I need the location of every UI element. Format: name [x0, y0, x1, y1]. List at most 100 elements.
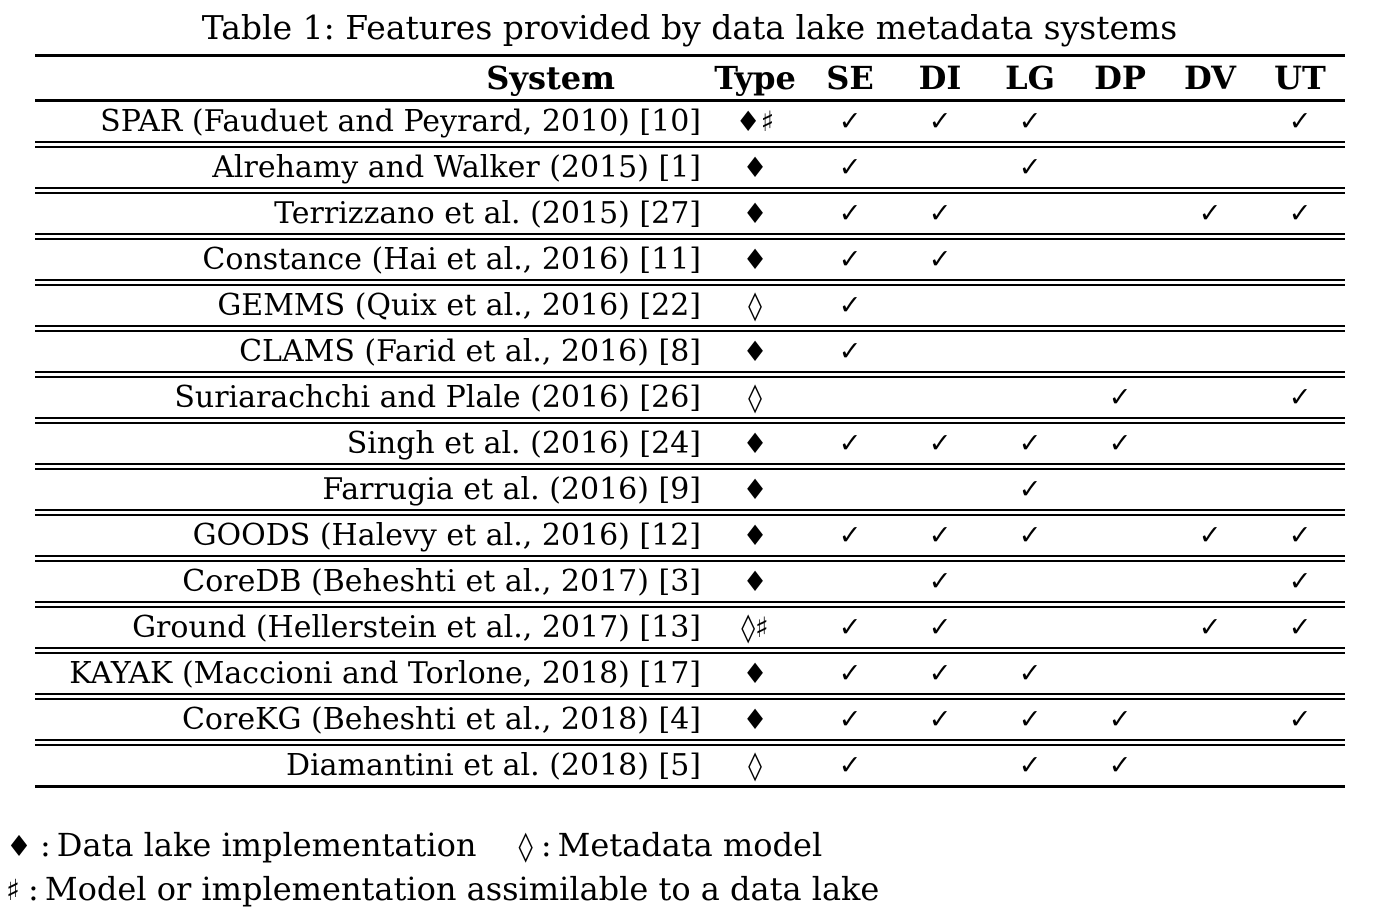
header-row: System Type SE DI LG DP DV UT [35, 55, 1345, 102]
checkmark-icon-di: ✓ [928, 428, 952, 459]
checkmark-icon-dp: ✓ [1108, 704, 1132, 735]
empty-cell-ut [1255, 467, 1345, 513]
checkmark-icon-se: ✓ [838, 336, 862, 367]
checkmark-icon-di: ✓ [928, 704, 952, 735]
features-table: System Type SE DI LG DP DV UT SPAR (Faud… [35, 54, 1345, 788]
empty-cell-lg [985, 191, 1075, 237]
type-symbol-cell: ♦ [742, 657, 768, 690]
legend-colon: : [540, 826, 552, 864]
column-header-type: Type [705, 55, 805, 102]
legend-colon: : [28, 870, 39, 908]
checkmark-icon-se: ✓ [838, 290, 862, 321]
checkmark-icon-ut: ✓ [1288, 704, 1312, 735]
checkmark-icon-di: ✓ [928, 658, 952, 689]
table-row: CLAMS (Farid et al., 2016) [8] ♦ ✓ [35, 328, 1345, 375]
type-symbol-cell: ♦ [742, 197, 768, 230]
table-row: Farrugia et al. (2016) [9] ♦ ✓ [35, 466, 1345, 513]
checkmark-icon-se: ✓ [838, 152, 862, 183]
column-header-lg: LG [985, 55, 1075, 102]
legend-colon: : [40, 826, 51, 864]
empty-cell-lg [985, 605, 1075, 651]
type-symbol-cell: ♦ [742, 335, 768, 368]
empty-cell-dp [1075, 605, 1165, 651]
empty-cell-dp [1075, 651, 1165, 697]
empty-cell-lg [985, 329, 1075, 375]
checkmark-icon-dv: ✓ [1198, 198, 1222, 229]
empty-cell-dv [1165, 237, 1255, 283]
empty-cell-lg [985, 559, 1075, 605]
type-symbol-cell: ♦ [742, 703, 768, 736]
checkmark-icon-se: ✓ [838, 750, 862, 781]
legend-item: ♯: Model or implementation assimilable to… [6, 870, 879, 908]
table-row: Suriarachchi and Plale (2016) [26] ◊ ✓ ✓ [35, 374, 1345, 421]
table-row: Diamantini et al. (2018) [5] ◊ ✓ ✓ ✓ [35, 742, 1345, 787]
column-header-se: SE [805, 55, 895, 102]
empty-cell-dp [1075, 329, 1165, 375]
empty-cell-se [805, 375, 895, 421]
checkmark-icon-lg: ✓ [1018, 750, 1042, 781]
checkmark-icon-se: ✓ [838, 428, 862, 459]
legend: ♦: Data lake implementation ◊: Metadata mod… [6, 824, 1379, 912]
system-cell: Singh et al. (2016) [24] [346, 426, 701, 461]
empty-cell-se [805, 467, 895, 513]
system-cell: GOODS (Halevy et al., 2016) [12] [192, 518, 701, 553]
system-cell: Farrugia et al. (2016) [9] [322, 472, 701, 507]
checkmark-icon-di: ✓ [928, 198, 952, 229]
empty-cell-dp [1075, 101, 1165, 145]
system-cell: KAYAK (Maccioni and Torlone, 2018) [17] [69, 656, 701, 691]
legend-text: Metadata model [557, 826, 823, 864]
checkmark-icon-di: ✓ [928, 612, 952, 643]
empty-cell-dv [1165, 145, 1255, 191]
checkmark-icon-ut: ✓ [1288, 106, 1312, 137]
legend-item: ♦: Data lake implementation [6, 826, 476, 864]
system-cell: GEMMS (Quix et al., 2016) [22] [217, 288, 701, 323]
table-row: Singh et al. (2016) [24] ♦ ✓ ✓ ✓ ✓ [35, 420, 1345, 467]
checkmark-icon-se: ✓ [838, 106, 862, 137]
empty-cell-ut [1255, 145, 1345, 191]
checkmark-icon-lg: ✓ [1018, 658, 1042, 689]
system-cell: SPAR (Fauduet and Peyrard, 2010) [10] [100, 104, 701, 139]
type-symbol-cell: ◊ [748, 381, 762, 414]
empty-cell-dv [1165, 651, 1255, 697]
empty-cell-lg [985, 237, 1075, 283]
empty-cell-dv [1165, 421, 1255, 467]
type-symbol-cell: ♦ [742, 519, 768, 552]
checkmark-icon-se: ✓ [838, 198, 862, 229]
table-caption: Table 1: Features provided by data lake … [201, 8, 1178, 47]
table-row: GOODS (Halevy et al., 2016) [12] ♦ ✓ ✓ ✓ ✓ ✓ [35, 512, 1345, 559]
empty-cell-se [805, 559, 895, 605]
checkmark-icon-lg: ✓ [1018, 428, 1042, 459]
empty-cell-dv [1165, 329, 1255, 375]
system-cell: CoreKG (Beheshti et al., 2018) [4] [181, 702, 701, 737]
type-symbol-cell: ♦♯ [735, 105, 775, 138]
legend-line-1: ♦: Data lake implementation ◊: Metadata mod… [6, 824, 1379, 868]
checkmark-icon-lg: ✓ [1018, 520, 1042, 551]
empty-cell-dp [1075, 467, 1165, 513]
column-header-dv: DV [1165, 55, 1255, 102]
empty-cell-dp [1075, 513, 1165, 559]
checkmark-icon-lg: ✓ [1018, 152, 1042, 183]
empty-cell-dv [1165, 101, 1255, 145]
table-header: System Type SE DI LG DP DV UT [35, 55, 1345, 102]
table-row: Terrizzano et al. (2015) [27] ♦ ✓ ✓ ✓ ✓ [35, 190, 1345, 237]
type-symbol-cell: ♦ [742, 243, 768, 276]
system-cell: Suriarachchi and Plale (2016) [26] [174, 380, 701, 415]
empty-cell-ut [1255, 329, 1345, 375]
checkmark-icon-ut: ✓ [1288, 520, 1312, 551]
empty-cell-di [895, 145, 985, 191]
table-row: Ground (Hellerstein et al., 2017) [13] ◊♯… [35, 604, 1345, 651]
checkmark-icon-se: ✓ [838, 704, 862, 735]
empty-cell-dv [1165, 743, 1255, 787]
table-row: KAYAK (Maccioni and Torlone, 2018) [17] ♦… [35, 650, 1345, 697]
table-row: CoreKG (Beheshti et al., 2018) [4] ♦ ✓ ✓ ✓ ✓ ✓ [35, 696, 1345, 743]
checkmark-icon-se: ✓ [838, 244, 862, 275]
system-cell: CLAMS (Farid et al., 2016) [8] [239, 334, 701, 369]
type-symbol-cell: ◊♯ [741, 611, 769, 644]
column-header-di: DI [895, 55, 985, 102]
legend-item: ◊: Metadata model [518, 826, 822, 864]
type-symbol-cell: ♦ [742, 151, 768, 184]
type-symbol-cell: ♦ [742, 473, 768, 506]
column-header-dp: DP [1075, 55, 1165, 102]
system-cell: Diamantini et al. (2018) [5] [286, 748, 701, 783]
empty-cell-dp [1075, 283, 1165, 329]
